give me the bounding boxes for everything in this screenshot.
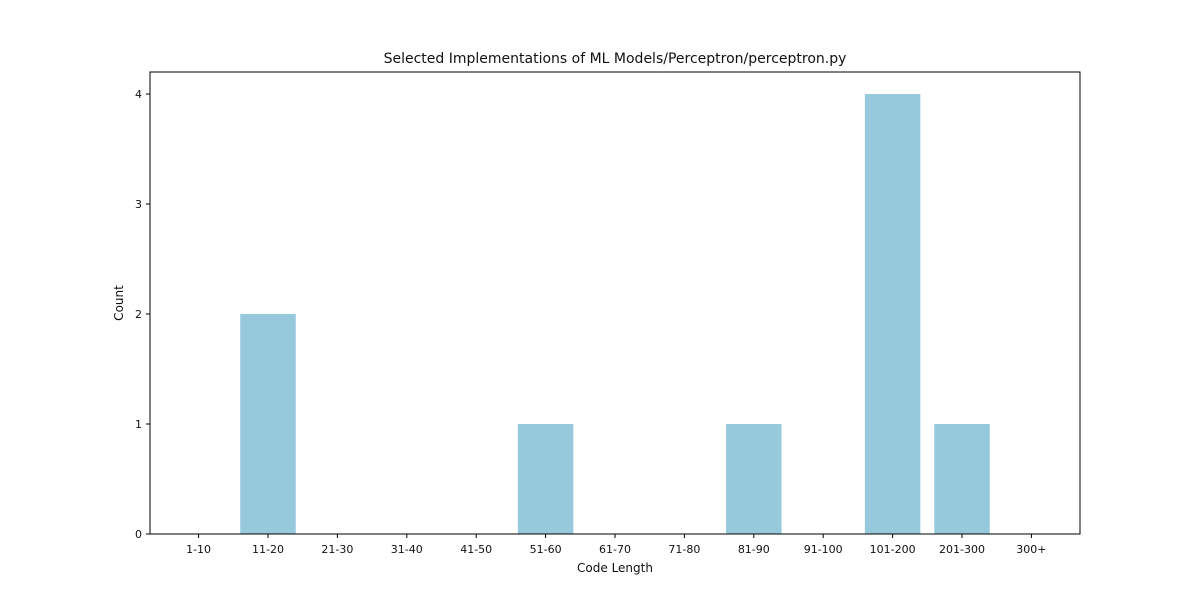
chart-title: Selected Implementations of ML Models/Pe… [384,51,847,67]
y-tick-label: 1 [135,418,142,431]
y-axis: 0 1 2 3 4 [135,88,150,541]
x-tick-label: 300+ [1016,543,1046,556]
x-tick-label: 1-10 [186,543,211,556]
bars-group [240,94,990,534]
y-tick-label: 2 [135,308,142,321]
y-tick-label: 4 [135,88,142,101]
x-tick-label: 81-90 [738,543,770,556]
x-tick-label: 11-20 [252,543,284,556]
x-tick-label: 61-70 [599,543,631,556]
x-tick-label: 41-50 [460,543,492,556]
x-tick-label: 71-80 [668,543,700,556]
bar-51-60 [517,424,574,534]
x-tick-label: 91-100 [804,543,843,556]
x-tick-label: 31-40 [391,543,423,556]
y-tick-label: 0 [135,528,142,541]
x-axis-label: Code Length [577,561,653,575]
x-tick-label: 21-30 [321,543,353,556]
bar-201-300 [934,424,990,534]
y-axis-label: Count [112,285,126,321]
x-tick-label: 51-60 [530,543,562,556]
x-tick-label: 201-300 [939,543,985,556]
x-axis: 1-10 11-20 21-30 31-40 41-50 51-60 61-70 71-80 8… [186,534,1047,556]
bar-11-20 [240,314,296,534]
bar-101-200 [864,94,921,534]
y-tick-label: 3 [135,198,142,211]
bar-81-90 [726,424,782,534]
x-tick-label: 101-200 [870,543,916,556]
